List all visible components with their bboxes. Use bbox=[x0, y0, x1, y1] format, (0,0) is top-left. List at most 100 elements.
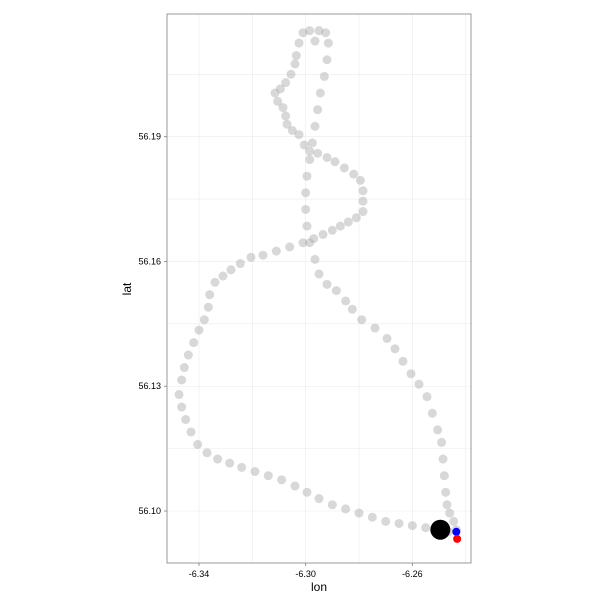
y-tick-label: 56.10 bbox=[138, 506, 161, 516]
track-point bbox=[301, 188, 311, 198]
track-point bbox=[354, 508, 364, 518]
track-point bbox=[314, 494, 324, 504]
track-point bbox=[302, 171, 312, 181]
track-point bbox=[421, 523, 431, 533]
track-point bbox=[305, 26, 315, 36]
track-point bbox=[291, 51, 301, 61]
track-point bbox=[414, 379, 424, 389]
track-point bbox=[382, 333, 392, 343]
track-point bbox=[305, 146, 315, 156]
track-point bbox=[318, 229, 328, 239]
track-point bbox=[339, 163, 349, 173]
track-point bbox=[281, 111, 291, 121]
track-point bbox=[322, 279, 332, 289]
track-point bbox=[390, 344, 400, 354]
highlight-marker bbox=[453, 534, 462, 543]
track-point bbox=[445, 508, 455, 518]
track-point bbox=[290, 59, 300, 69]
track-point bbox=[449, 516, 459, 526]
track-point bbox=[199, 315, 209, 325]
plot-border bbox=[166, 13, 472, 564]
track-point bbox=[349, 169, 359, 179]
track-point bbox=[335, 221, 345, 231]
highlight-marker bbox=[430, 519, 451, 540]
track-point bbox=[341, 296, 351, 306]
track-point bbox=[358, 186, 368, 196]
track-point bbox=[246, 252, 256, 262]
track-point bbox=[438, 454, 448, 464]
track-point bbox=[218, 271, 228, 281]
track-point bbox=[210, 277, 220, 287]
track-point bbox=[398, 356, 408, 366]
track-point bbox=[287, 125, 297, 135]
track-point bbox=[355, 175, 365, 185]
track-point bbox=[258, 250, 268, 260]
y-tick-label: 56.19 bbox=[138, 132, 161, 142]
track-point bbox=[174, 390, 184, 400]
track-point bbox=[321, 28, 331, 38]
track-point bbox=[309, 234, 319, 244]
y-axis-title: lat bbox=[120, 282, 134, 295]
track-point bbox=[202, 448, 212, 458]
track-point bbox=[437, 437, 447, 447]
track-point bbox=[235, 259, 245, 269]
track-point bbox=[186, 427, 196, 437]
track-points bbox=[174, 26, 461, 537]
highlight-marker bbox=[452, 527, 461, 536]
track-point bbox=[250, 467, 260, 476]
track-point bbox=[294, 38, 304, 48]
track-point bbox=[290, 481, 300, 491]
y-tick-label: 56.13 bbox=[138, 381, 161, 391]
track-point bbox=[277, 475, 287, 485]
y-tick-label: 56.16 bbox=[138, 256, 161, 266]
track-point bbox=[193, 439, 203, 449]
track-point bbox=[299, 140, 309, 150]
track-point bbox=[331, 286, 341, 296]
track-point bbox=[286, 69, 296, 79]
track-point bbox=[319, 71, 329, 81]
track-point bbox=[442, 500, 452, 510]
track-point bbox=[213, 454, 223, 464]
track-point bbox=[298, 238, 308, 248]
track-point bbox=[310, 36, 320, 46]
track-point bbox=[347, 304, 357, 314]
track-point bbox=[327, 500, 337, 510]
track-point bbox=[194, 325, 204, 335]
track-point bbox=[305, 155, 315, 165]
track-point bbox=[181, 415, 191, 425]
track-point bbox=[313, 148, 323, 158]
track-point bbox=[406, 369, 416, 379]
grid bbox=[167, 14, 471, 563]
track-point bbox=[183, 350, 193, 360]
track-point bbox=[179, 363, 189, 373]
x-tick-label: -6.34 bbox=[189, 569, 210, 579]
track-point bbox=[358, 196, 368, 206]
track-point bbox=[177, 375, 187, 385]
track-point bbox=[307, 138, 317, 148]
track-point bbox=[343, 217, 353, 227]
track-point bbox=[302, 221, 312, 231]
track-point bbox=[313, 105, 323, 115]
track-point bbox=[177, 402, 187, 412]
track-point bbox=[263, 471, 273, 481]
track-point bbox=[394, 518, 404, 528]
track-point bbox=[237, 462, 247, 472]
track-point bbox=[330, 157, 340, 167]
track-point bbox=[310, 254, 320, 264]
track-point bbox=[341, 504, 351, 514]
track-point bbox=[381, 516, 391, 526]
track-point bbox=[441, 487, 451, 497]
track-point bbox=[281, 78, 291, 88]
track-point bbox=[189, 338, 199, 348]
x-tick-label: -6.26 bbox=[402, 569, 423, 579]
track-point bbox=[439, 471, 449, 481]
track-point bbox=[285, 242, 295, 252]
plot-background bbox=[167, 14, 471, 563]
track-point bbox=[367, 512, 377, 522]
track-point bbox=[302, 487, 312, 497]
track-point bbox=[370, 323, 380, 333]
track-point bbox=[407, 521, 417, 531]
highlight-markers bbox=[430, 519, 462, 543]
track-point bbox=[314, 269, 324, 279]
track-point bbox=[327, 225, 337, 235]
